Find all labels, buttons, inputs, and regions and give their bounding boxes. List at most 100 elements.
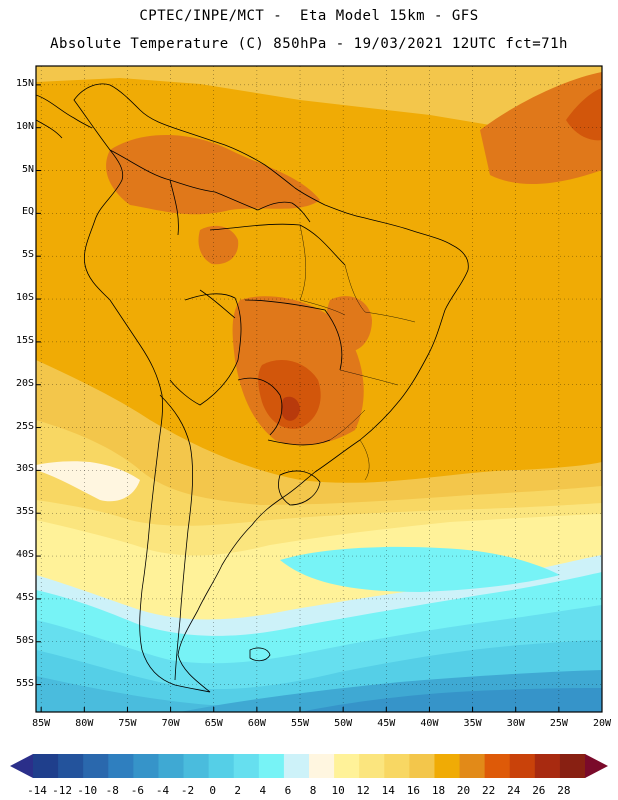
lat-label: 30S <box>15 463 34 475</box>
state-borders <box>299 224 416 481</box>
temperature-field <box>36 66 602 712</box>
colorbar-label: 2 <box>234 784 242 797</box>
lon-label: 30W <box>506 718 525 729</box>
colorbar-cell <box>183 754 210 778</box>
colorbar-label: 14 <box>381 784 395 797</box>
field-24c-spot <box>281 396 300 421</box>
lat-label: 5S <box>21 249 34 261</box>
colorbar-label: 28 <box>557 784 571 797</box>
colorbar-cell <box>158 754 185 778</box>
lon-label: 40W <box>420 718 439 729</box>
colorbar-label: 22 <box>482 784 496 797</box>
field-22c-northeast <box>566 88 602 141</box>
field-20c-west-amazon <box>198 225 239 265</box>
field-minus6c-south <box>300 688 602 712</box>
border-venezuela-colombia <box>109 149 259 236</box>
lat-label: 10S <box>15 292 34 304</box>
colorbar-cell <box>258 754 285 778</box>
falklands <box>249 647 271 662</box>
colorbar-cell <box>384 754 410 778</box>
map-frame <box>35 65 603 713</box>
title-line-2: Absolute Temperature (C) 850hPa - 19/03/… <box>50 36 568 52</box>
colorbar-label: 20 <box>456 784 471 797</box>
field-22c-pantanal <box>258 360 321 429</box>
colorbar-cell <box>409 754 435 778</box>
lon-label: 45W <box>377 718 396 729</box>
colorbar-cells <box>33 754 586 778</box>
colorbar-label: -14 <box>27 784 47 797</box>
lat-label: 35S <box>15 506 34 518</box>
border-uruguay <box>278 470 321 506</box>
colorbar-label: 8 <box>309 784 317 797</box>
colorbar-label: 10 <box>331 784 345 797</box>
lon-label: 25W <box>549 718 568 729</box>
lat-label: 45S <box>15 591 34 603</box>
border-andes <box>159 394 194 681</box>
colorbar-label: 26 <box>532 784 546 797</box>
lon-label: 55W <box>290 718 310 729</box>
lon-label: 75W <box>118 718 137 729</box>
colorbar-end-low <box>10 754 33 778</box>
colorbar-label: 16 <box>406 784 420 797</box>
colorbar-cell <box>309 754 335 778</box>
lon-label: 70W <box>161 718 180 729</box>
colorbar-label: 18 <box>431 784 446 797</box>
colorbar-cell <box>133 754 159 778</box>
border-bolivia <box>169 293 242 406</box>
colorbar-label: -2 <box>180 784 195 797</box>
field-20c-northeast-brazil <box>325 296 372 353</box>
colorbar-cell <box>108 754 134 778</box>
continent-outline-south-america <box>73 83 469 693</box>
lon-label: 65W <box>204 718 223 729</box>
colorbar-label: 0 <box>209 784 216 797</box>
lon-label: 50W <box>334 718 353 729</box>
title-line-1: CPTEC/INPE/MCT - Eta Model 15km - GFS <box>139 8 479 24</box>
colorbar-label: -6 <box>130 784 144 797</box>
lat-label: 5N <box>21 163 34 175</box>
colorbar-label: 4 <box>259 784 267 797</box>
colorbar-cell <box>83 754 109 778</box>
colorbar-cell <box>434 754 461 778</box>
colorbar-cell <box>208 754 235 778</box>
colorbar-label: -4 <box>155 784 170 797</box>
field-20c-northeast <box>480 72 602 185</box>
central-america <box>36 94 93 139</box>
field-4c-tongue <box>280 546 560 592</box>
lon-label: 85W <box>32 718 51 729</box>
colorbar-label: 6 <box>284 784 292 797</box>
lon-label: 60W <box>247 718 266 729</box>
state-borders-brazil <box>299 224 416 481</box>
border-guianas <box>257 201 311 223</box>
colorbar-label: 12 <box>356 784 370 797</box>
lat-label: EQ <box>21 206 34 218</box>
colorbar-cell <box>559 754 586 778</box>
colorbar-cell <box>283 754 310 778</box>
lat-label: 25S <box>15 420 34 432</box>
colorbar-label: -8 <box>105 784 119 797</box>
lon-label: 35W <box>463 718 482 729</box>
field-20c-amazon <box>106 135 320 215</box>
field-16c-north <box>36 66 602 130</box>
colorbar-cell <box>359 754 385 778</box>
colorbar-label: -10 <box>77 784 98 797</box>
country-borders <box>36 83 469 693</box>
field-8c-west-band <box>36 461 140 502</box>
colorbar-cell <box>484 754 511 778</box>
lat-label: 20S <box>15 377 34 389</box>
lat-label: 40S <box>15 549 34 561</box>
colorbar-label: -12 <box>52 784 73 797</box>
lat-label: 10N <box>15 120 34 132</box>
lat-label: 15S <box>15 334 34 346</box>
colorbar-label: 24 <box>507 784 521 797</box>
colorbar-cell <box>534 754 561 778</box>
colorbar-cell <box>334 754 360 778</box>
border-brazil <box>199 223 346 446</box>
border-paraguay <box>237 377 283 436</box>
colorbar-cell <box>509 754 536 778</box>
colorbar-cell <box>58 754 84 778</box>
colorbar-end-high <box>585 754 608 778</box>
lat-label: 15N <box>15 77 34 89</box>
colorbar <box>10 754 608 778</box>
lon-label: 80W <box>75 718 94 729</box>
